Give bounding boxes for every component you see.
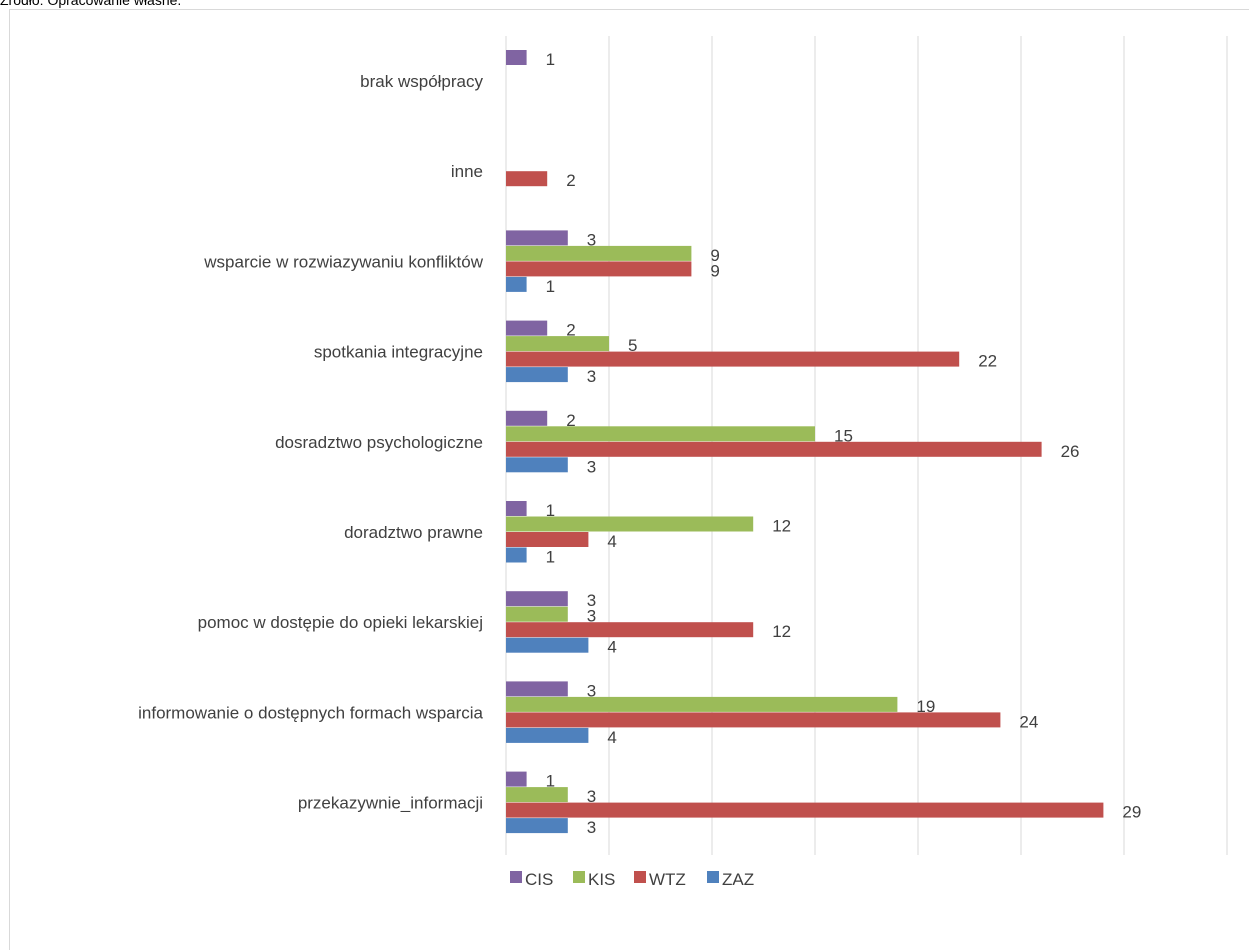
legend-label-cis: CIS	[525, 870, 553, 889]
bar-cis-spotkania-integracyjne	[506, 320, 548, 336]
data-label-cis-dosradztwo-psychologiczne: 2	[566, 411, 575, 430]
bar-wtz-pomoc-w-dost-pie-do-opieki-lekarskiej	[506, 622, 754, 638]
bar-cis-informowanie-o-dost-pnych-formach-wsparcia	[506, 681, 568, 697]
data-label-zaz-spotkania-integracyjne: 3	[587, 367, 596, 386]
bar-wtz-przekazywnie-informacji	[506, 802, 1104, 818]
source-note: Źródło: Opracowanie własne.	[0, 0, 182, 8]
data-label-wtz-wsparcie-w-rozwiazywaniu-konflikt-w: 9	[710, 261, 719, 280]
bar-wtz-inne	[506, 171, 548, 187]
bar-kis-przekazywnie-informacji	[506, 787, 568, 803]
data-label-wtz-informowanie-o-dost-pnych-formach-wsparcia: 24	[1019, 712, 1038, 731]
bar-wtz-dosradztwo-psychologiczne	[506, 441, 1042, 457]
data-label-kis-wsparcie-w-rozwiazywaniu-konflikt-w: 9	[710, 246, 719, 265]
bar-zaz-dosradztwo-psychologiczne	[506, 457, 568, 473]
data-label-cis-pomoc-w-dost-pie-do-opieki-lekarskiej: 3	[587, 591, 596, 610]
data-label-wtz-pomoc-w-dost-pie-do-opieki-lekarskiej: 12	[772, 622, 791, 641]
bar-kis-informowanie-o-dost-pnych-formach-wsparcia	[506, 696, 898, 712]
bar-wtz-informowanie-o-dost-pnych-formach-wsparcia	[506, 712, 1001, 728]
bar-kis-spotkania-integracyjne	[506, 336, 609, 352]
bar-cis-dosradztwo-psychologiczne	[506, 410, 548, 426]
bar-zaz-pomoc-w-dost-pie-do-opieki-lekarskiej	[506, 637, 589, 653]
category-label-spotkania-integracyjne: spotkania integracyjne	[314, 343, 483, 362]
bar-wtz-wsparcie-w-rozwiazywaniu-konflikt-w	[506, 261, 692, 277]
category-labels: brak współpracy inne wsparcie w rozwiazywa…	[138, 72, 484, 813]
category-label-przekazywnie-informacji: przekazywnie_informacji	[298, 794, 483, 813]
data-label-cis-brak-wsp-pracy: 1	[546, 50, 555, 69]
category-label-doradztwo-prawne: doradztwo prawne	[344, 523, 483, 542]
data-label-cis-informowanie-o-dost-pnych-formach-wsparcia: 3	[587, 681, 596, 700]
bar-zaz-spotkania-integracyjne	[506, 367, 568, 383]
data-label-cis-doradztwo-prawne: 1	[546, 501, 555, 520]
data-label-zaz-doradztwo-prawne: 1	[546, 548, 555, 567]
chart-frame	[9, 9, 1249, 950]
bar-zaz-przekazywnie-informacji	[506, 818, 568, 834]
data-label-kis-przekazywnie-informacji: 3	[587, 787, 596, 806]
bar-kis-dosradztwo-psychologiczne	[506, 426, 815, 442]
legend-swatch-wtz	[634, 871, 646, 883]
category-label-dosradztwo-psychologiczne: dosradztwo psychologiczne	[275, 433, 483, 452]
data-label-kis-dosradztwo-psychologiczne: 15	[834, 426, 853, 445]
legend-label-wtz: WTZ	[649, 870, 686, 889]
data-label-wtz-inne: 2	[566, 171, 575, 190]
category-label-pomoc-w-dost-pie-do-opieki-lekarskiej: pomoc w dostępie do opieki lekarskiej	[198, 613, 483, 632]
data-label-zaz-dosradztwo-psychologiczne: 3	[587, 457, 596, 476]
bar-cis-brak-wsp-pracy	[506, 50, 527, 65]
data-label-wtz-dosradztwo-psychologiczne: 26	[1061, 442, 1080, 461]
bar-cis-przekazywnie-informacji	[506, 771, 527, 787]
data-label-cis-przekazywnie-informacji: 1	[546, 772, 555, 791]
bar-cis-wsparcie-w-rozwiazywaniu-konflikt-w	[506, 230, 568, 246]
bar-zaz-informowanie-o-dost-pnych-formach-wsparcia	[506, 727, 589, 743]
data-label-zaz-wsparcie-w-rozwiazywaniu-konflikt-w: 1	[546, 277, 555, 296]
category-label-informowanie-o-dost-pnych-formach-wsparcia: informowanie o dostępnych formach wsparc…	[138, 703, 483, 722]
data-label-kis-doradztwo-prawne: 12	[772, 517, 791, 536]
data-label-cis-wsparcie-w-rozwiazywaniu-konflikt-w: 3	[587, 230, 596, 249]
data-label-zaz-pomoc-w-dost-pie-do-opieki-lekarskiej: 4	[607, 638, 616, 657]
legend-swatch-cis	[510, 871, 522, 883]
data-label-cis-spotkania-integracyjne: 2	[566, 321, 575, 340]
data-label-kis-informowanie-o-dost-pnych-formach-wsparcia: 19	[916, 697, 935, 716]
category-label-brak-wsp-pracy: brak współpracy	[360, 72, 483, 91]
data-label-wtz-przekazywnie-informacji: 29	[1122, 803, 1141, 822]
bar-cis-doradztwo-prawne	[506, 501, 527, 516]
legend-label-zaz: ZAZ	[722, 870, 754, 889]
data-label-kis-spotkania-integracyjne: 5	[628, 336, 637, 355]
bars	[506, 50, 1104, 834]
bar-kis-doradztwo-prawne	[506, 516, 754, 532]
bar-wtz-spotkania-integracyjne	[506, 351, 960, 367]
data-label-wtz-spotkania-integracyjne: 22	[978, 352, 997, 371]
bar-cis-pomoc-w-dost-pie-do-opieki-lekarskiej	[506, 591, 568, 607]
bar-zaz-wsparcie-w-rozwiazywaniu-konflikt-w	[506, 276, 527, 292]
data-label-kis-pomoc-w-dost-pie-do-opieki-lekarskiej: 3	[587, 607, 596, 626]
category-label-wsparcie-w-rozwiazywaniu-konflikt-w: wsparcie w rozwiazywaniu konfliktów	[203, 252, 483, 271]
legend-swatch-zaz	[707, 871, 719, 883]
legend-label-kis: KIS	[588, 870, 615, 889]
data-label-zaz-informowanie-o-dost-pnych-formach-wsparcia: 4	[607, 728, 616, 747]
bar-wtz-doradztwo-prawne	[506, 532, 589, 547]
data-label-wtz-doradztwo-prawne: 4	[607, 532, 616, 551]
legend-swatch-kis	[573, 871, 585, 883]
legend: CIS KIS WTZ ZAZ	[510, 870, 754, 889]
bar-zaz-doradztwo-prawne	[506, 547, 527, 563]
bar-kis-pomoc-w-dost-pie-do-opieki-lekarskiej	[506, 606, 568, 622]
category-label-inne: inne	[451, 162, 483, 181]
data-label-zaz-przekazywnie-informacji: 3	[587, 818, 596, 837]
bar-kis-wsparcie-w-rozwiazywaniu-konflikt-w	[506, 245, 692, 261]
